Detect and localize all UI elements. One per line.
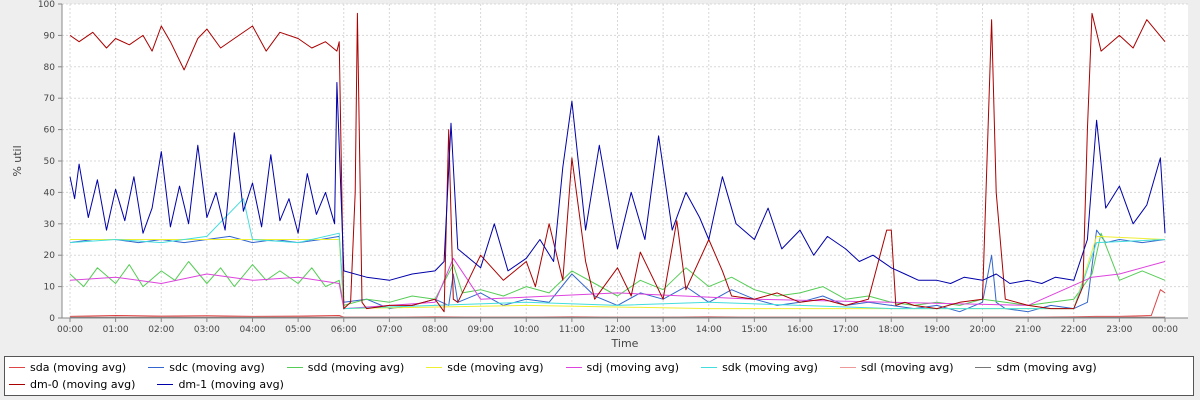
legend-swatch [9, 367, 25, 368]
legend-item: sdm (moving avg) [975, 359, 1097, 376]
x-tick-label: 08:00 [422, 325, 448, 335]
series-line-sdc [69, 229, 1166, 313]
legend-item: sdj (moving avg) [565, 359, 680, 376]
x-tick-label: 06:00 [331, 325, 357, 335]
x-tick-label: 11:00 [559, 325, 585, 335]
legend-swatch [565, 367, 582, 368]
x-tick-label: 19:00 [924, 325, 950, 335]
y-tick-label: 70 [44, 94, 56, 104]
series-layer [69, 12, 1166, 318]
y-tick-label: 60 [44, 126, 56, 136]
legend-swatch [839, 367, 856, 368]
y-tick-label: 100 [38, 0, 55, 10]
legend-label: sdk (moving avg) [722, 361, 818, 374]
legend: sda (moving avg) sdc (moving avg) sdd (mov… [4, 356, 1194, 396]
legend-label: sdm (moving avg) [996, 361, 1097, 374]
y-tick-label: 50 [44, 157, 56, 167]
legend-swatch [975, 367, 992, 368]
x-tick-label: 20:00 [970, 325, 996, 335]
legend-label: sdd (moving avg) [307, 361, 405, 374]
plot-background [62, 4, 1188, 318]
x-tick-label: 10:00 [513, 325, 539, 335]
x-tick-label: 03:00 [194, 325, 220, 335]
x-tick-label: 07:00 [376, 325, 402, 335]
x-tick-label: 22:00 [1061, 325, 1087, 335]
x-tick-label: 12:00 [605, 325, 631, 335]
series-line-sdj [69, 257, 1166, 310]
x-tick-label: 17:00 [833, 325, 859, 335]
legend-label: sdc (moving avg) [169, 361, 265, 374]
x-tick-label: 05:00 [285, 325, 311, 335]
x-tick-label: 15:00 [741, 325, 767, 335]
axes: 0 10 20 30 40 50 60 70 80 90 100 00:00 01:00 02:00 03:… [38, 0, 1188, 335]
legend-swatch [701, 367, 718, 368]
x-tick-label: 09:00 [468, 325, 494, 335]
legend-swatch [157, 384, 174, 385]
legend-item: sdl (moving avg) [839, 359, 954, 376]
x-tick-label: 23:00 [1106, 325, 1132, 335]
legend-item: sda (moving avg) [9, 359, 126, 376]
legend-item: sdd (moving avg) [286, 359, 405, 376]
x-tick-label: 14:00 [696, 325, 722, 335]
series-line-dm-1 [69, 82, 1166, 284]
legend-swatch [426, 367, 443, 368]
legend-label: sda (moving avg) [30, 361, 127, 374]
y-tick-label: 20 [44, 251, 56, 261]
y-tick-label: 90 [44, 31, 56, 41]
x-tick-label: 02:00 [148, 325, 174, 335]
series-line-sde [70, 235, 1166, 310]
series-line-dm-0 [69, 12, 1166, 313]
legend-label: dm-1 (moving avg) [178, 378, 284, 391]
y-axis-title: % util [11, 145, 24, 176]
series-line-sdd [69, 232, 1166, 306]
y-tick-label: 30 [44, 220, 56, 230]
x-tick-label: 00:00 [57, 325, 83, 335]
x-axis-title: Time [611, 337, 639, 350]
line-chart: 0 10 20 30 40 50 60 70 80 90 100 00:00 01:00 02:00 03:… [11, 0, 1188, 350]
legend-item: sde (moving avg) [426, 359, 544, 376]
x-tick-label: 21:00 [1015, 325, 1041, 335]
x-tick-label: 04:00 [240, 325, 266, 335]
legend-label: sde (moving avg) [447, 361, 544, 374]
y-tick-label: 10 [44, 283, 56, 293]
legend-swatch [9, 384, 25, 385]
x-tick-label: 00:00 [1152, 325, 1178, 335]
legend-item: sdk (moving avg) [701, 359, 818, 376]
legend-swatch [286, 367, 303, 368]
x-tick-label: 01:00 [103, 325, 129, 335]
legend-item: dm-0 (moving avg) [9, 376, 135, 393]
legend-item: dm-1 (moving avg) [157, 376, 284, 393]
x-tick-label: 18:00 [878, 325, 904, 335]
chart-svg: 0 10 20 30 40 50 60 70 80 90 100 00:00 01:00 02:00 03:… [11, 0, 1188, 350]
legend-label: sdj (moving avg) [586, 361, 680, 374]
legend-item: sdc (moving avg) [148, 359, 265, 376]
series-line-sdk [69, 198, 1166, 310]
legend-label: sdl (moving avg) [860, 361, 954, 374]
x-tick-label: 13:00 [650, 325, 676, 335]
y-tick-label: 80 [44, 63, 56, 73]
legend-label: dm-0 (moving avg) [30, 378, 136, 391]
grid-lines [62, 3, 1188, 319]
y-tick-label: 0 [49, 314, 55, 324]
x-tick-label: 16:00 [787, 325, 813, 335]
y-tick-label: 40 [44, 188, 56, 198]
legend-swatch [148, 367, 165, 368]
